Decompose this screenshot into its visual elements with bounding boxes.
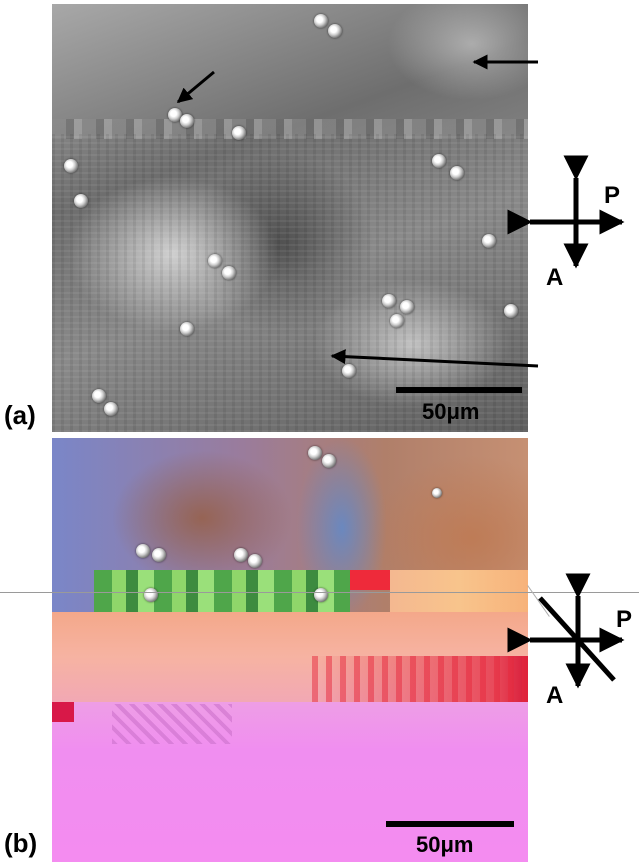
droplet bbox=[342, 364, 356, 378]
droplet bbox=[152, 548, 166, 562]
artifact-strip bbox=[390, 570, 528, 612]
pointer-arrow bbox=[330, 349, 539, 368]
droplet bbox=[64, 159, 78, 173]
droplet bbox=[222, 266, 236, 280]
droplet bbox=[504, 304, 518, 318]
polarizer-cross-icon bbox=[507, 155, 625, 269]
polarizer-label: P bbox=[616, 606, 633, 633]
droplet bbox=[168, 108, 182, 122]
panel-label: (a) bbox=[4, 400, 36, 430]
artifact-band bbox=[52, 119, 528, 139]
droplet bbox=[390, 314, 404, 328]
droplet bbox=[314, 588, 328, 602]
droplet bbox=[104, 402, 118, 416]
droplet bbox=[232, 126, 246, 140]
pointer-arrow bbox=[176, 70, 215, 104]
droplet bbox=[248, 554, 262, 568]
droplet bbox=[314, 14, 328, 28]
droplet bbox=[432, 154, 446, 168]
analyzer-label: A bbox=[546, 264, 564, 291]
panel-label: (b) bbox=[4, 828, 38, 858]
droplet bbox=[180, 114, 194, 128]
droplet bbox=[382, 294, 396, 308]
micrograph-b: 50μm bbox=[52, 438, 528, 862]
divider-line bbox=[0, 592, 639, 593]
speckle-region bbox=[112, 704, 232, 744]
droplet bbox=[92, 389, 106, 403]
artifact-block bbox=[350, 570, 390, 590]
scale-bar bbox=[386, 821, 514, 827]
polarizer-label: P bbox=[604, 182, 621, 209]
droplet bbox=[144, 588, 158, 602]
droplet bbox=[450, 166, 464, 180]
droplet bbox=[322, 454, 336, 468]
scale-bar bbox=[396, 387, 522, 393]
analyzer-label: A bbox=[546, 682, 564, 709]
droplet bbox=[400, 300, 414, 314]
droplet bbox=[308, 446, 322, 460]
texture-noise bbox=[52, 134, 528, 432]
droplet bbox=[328, 24, 342, 38]
scale-label: 50μm bbox=[416, 832, 474, 857]
droplet bbox=[180, 322, 194, 336]
droplet bbox=[208, 254, 222, 268]
droplet bbox=[234, 548, 248, 562]
artifact-block bbox=[52, 702, 74, 722]
micrograph-a: 50μm bbox=[52, 4, 528, 432]
speckle-region bbox=[312, 656, 528, 702]
droplet bbox=[482, 234, 496, 248]
droplet bbox=[136, 544, 150, 558]
artifact-strip bbox=[94, 570, 350, 612]
polarizer-cross-icon bbox=[507, 573, 625, 689]
scale-label: 50μm bbox=[422, 399, 480, 424]
droplet bbox=[74, 194, 88, 208]
droplet bbox=[432, 488, 442, 498]
